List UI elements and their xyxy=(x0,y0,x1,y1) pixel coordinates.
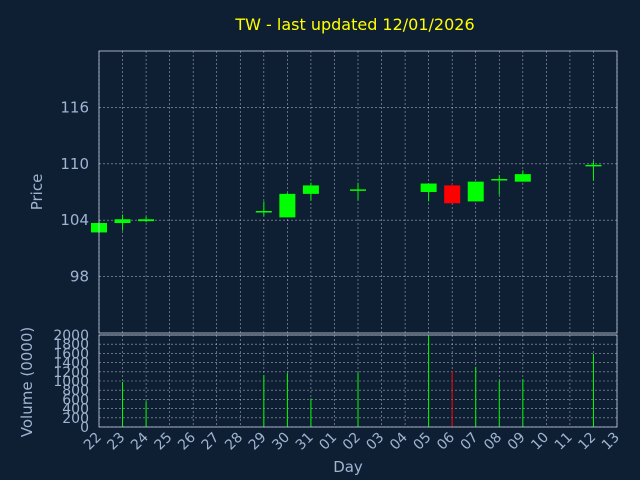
candle-body xyxy=(302,185,319,194)
x-tick-label: 02 xyxy=(340,430,364,454)
volume-tick-label: 2000 xyxy=(53,328,89,344)
candle-29 xyxy=(255,201,272,217)
x-tick-label: 03 xyxy=(363,430,387,454)
x-axis-label: Day xyxy=(333,458,363,476)
candle-body xyxy=(444,185,461,204)
x-tick-label: 07 xyxy=(458,430,482,454)
x-tick-label: 10 xyxy=(528,430,552,454)
x-tick-label: 01 xyxy=(316,430,340,454)
volume-tick-label: 400 xyxy=(62,402,89,418)
x-tick-label: 29 xyxy=(246,430,270,454)
volume-tick-label: 1800 xyxy=(53,337,89,353)
x-tick-label: 28 xyxy=(222,430,246,454)
candle-05 xyxy=(420,183,437,202)
candle-12 xyxy=(585,160,602,181)
price-tick-labels: 98 104 110 116 xyxy=(60,98,89,285)
x-tick-label: 23 xyxy=(104,430,128,454)
price-tick-label: 98 xyxy=(70,268,89,286)
x-tick-label: 09 xyxy=(505,430,529,454)
chart-title: TW - last updated 12/01/2026 xyxy=(234,15,474,34)
candle-09 xyxy=(514,170,531,182)
candle-02 xyxy=(350,182,366,201)
volume-tick-label: 600 xyxy=(62,392,89,408)
price-axis-label: Price xyxy=(28,174,46,211)
price-tick-label: 104 xyxy=(60,211,89,229)
x-tick-label: 25 xyxy=(152,430,176,454)
x-tick-label: 05 xyxy=(411,430,435,454)
candle-31 xyxy=(302,182,319,201)
candle-body xyxy=(467,181,484,202)
x-tick-label: 13 xyxy=(599,430,623,454)
x-tick-label: 04 xyxy=(387,429,411,453)
volume-bars xyxy=(122,335,594,427)
candle-23 xyxy=(114,214,131,231)
x-tick-label: 24 xyxy=(128,429,152,453)
x-tick-labels: 22 23 24 25 26 27 28 29 30 31 01 02 03 04 05 06 07 08 09 10… xyxy=(81,429,623,453)
candle-body xyxy=(114,219,131,224)
volume-panel-frame xyxy=(98,334,618,428)
candle-body xyxy=(279,193,296,218)
volume-tick-label: 800 xyxy=(62,383,89,399)
x-tick-label: 26 xyxy=(175,429,199,453)
candle-body xyxy=(420,183,437,192)
candle-body xyxy=(514,174,531,182)
x-tick-label: 08 xyxy=(481,430,505,454)
volume-tick-label: 1000 xyxy=(53,374,89,390)
x-tick-label: 30 xyxy=(269,430,293,454)
price-tick-label: 110 xyxy=(60,155,89,173)
candle-06 xyxy=(444,183,461,204)
volume-tick-label: 1600 xyxy=(53,346,89,362)
candle-30 xyxy=(279,192,296,218)
volume-tick-label: 1200 xyxy=(53,365,89,381)
candles xyxy=(91,160,602,234)
candle-body xyxy=(138,219,155,222)
x-tick-label: 12 xyxy=(575,430,599,454)
x-tick-label: 06 xyxy=(434,429,458,453)
candle-07 xyxy=(467,181,484,202)
x-tick-label: 11 xyxy=(552,430,576,454)
volume-tick-label: 0 xyxy=(80,420,89,436)
candle-08 xyxy=(491,175,508,195)
x-tick-label: 31 xyxy=(293,430,317,454)
price-tick-label: 116 xyxy=(60,98,89,116)
volume-axis-label: Volume (0000) xyxy=(18,327,36,437)
price-panel-frame xyxy=(98,50,618,334)
x-tick-label: 27 xyxy=(199,430,223,454)
volume-tick-label: 1400 xyxy=(53,356,89,372)
volume-tick-label: 200 xyxy=(62,411,89,427)
candle-24 xyxy=(138,216,155,223)
